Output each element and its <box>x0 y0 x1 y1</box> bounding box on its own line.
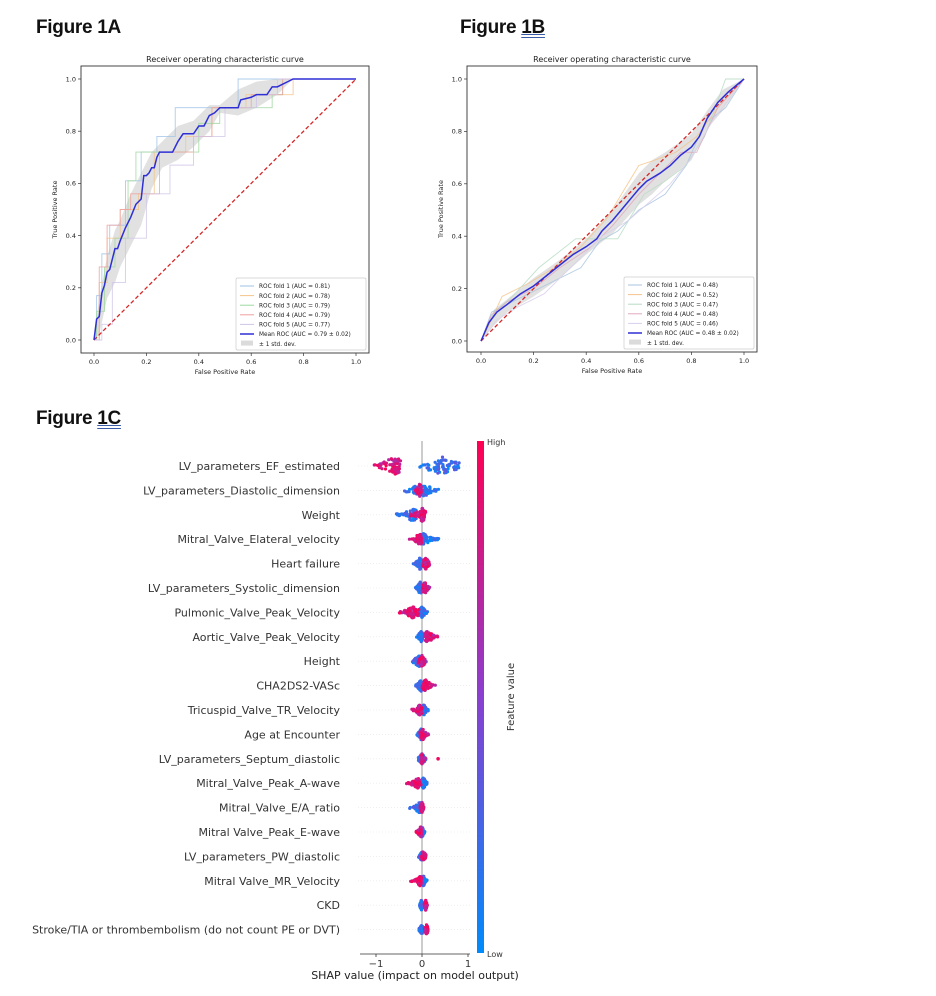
fig1a-legend-swatch-band <box>241 340 253 346</box>
fig1a-xtick-label: 0.0 <box>89 358 99 366</box>
fig1a-roc-fold-5-line <box>94 78 356 341</box>
fig1a-xtick-label: 1.0 <box>351 358 361 366</box>
fig1a-legend-entry: Mean ROC (AUC = 0.79 ± 0.02) <box>259 332 351 338</box>
fig1a-legend: ROC fold 1 (AUC = 0.81) ROC fold 2 (AUC =… <box>235 277 367 351</box>
fig1a-roc-fold-3-line <box>94 78 356 341</box>
fig1a-ytick-label: 0.4 <box>66 232 76 240</box>
fig1a-std-band <box>94 79 356 340</box>
fig1a-ytick-label: 0.8 <box>66 128 76 136</box>
fig1a-chance-line <box>93 78 357 341</box>
fig1a-xtick-label: 0.8 <box>298 358 308 366</box>
figure-1a-prefix: Figure <box>36 17 98 38</box>
fig1a-legend-entry: ROC fold 4 (AUC = 0.79) <box>259 313 330 319</box>
fig1a-xlabel: False Positive Rate <box>195 368 255 376</box>
fig1a-xtick-label: 0.6 <box>246 358 256 366</box>
fig1a-legend-entry: ROC fold 3 (AUC = 0.79) <box>259 303 330 309</box>
fig1a-mean-roc-line <box>93 78 356 341</box>
figure-1b-prefix: Figure <box>460 17 522 38</box>
fig1a-legend-entry: ROC fold 5 (AUC = 0.77) <box>259 323 330 329</box>
fig1a-title: Receiver operating characteristic curve <box>146 55 304 64</box>
fig1a-ylabel: True Positive Rate <box>51 181 59 240</box>
fig1a-legend-entry: ± 1 std. dev. <box>259 342 296 348</box>
fig1a-ytick-label: 0.0 <box>66 336 76 344</box>
figure-1b-heading: Figure 1B <box>460 17 545 39</box>
figure-1a-number: 1A <box>97 17 121 38</box>
fig1a-xtick-label: 0.4 <box>194 358 204 366</box>
fig1a-ytick-label: 0.6 <box>66 180 76 188</box>
fig1a-ytick-label: 1.0 <box>66 75 76 83</box>
fig1a-legend-box <box>235 277 367 351</box>
figure-1a-heading: Figure 1A <box>36 17 121 39</box>
figure-1c-heading: Figure 1C <box>36 408 121 430</box>
fig1a-legend-entry: ROC fold 2 (AUC = 0.78) <box>259 294 330 300</box>
figure-1c-prefix: Figure <box>36 408 98 429</box>
fig1a-legend-entry: ROC fold 1 (AUC = 0.81) <box>259 284 330 290</box>
figure-1c-number: 1C <box>97 408 121 429</box>
figure-1b-number: 1B <box>521 17 545 38</box>
fig1a-ytick-label: 0.2 <box>66 284 76 292</box>
fig1a-plot: Receiver operating characteristic curve 0… <box>51 55 370 376</box>
fig1a-xtick-label: 0.2 <box>141 358 151 366</box>
